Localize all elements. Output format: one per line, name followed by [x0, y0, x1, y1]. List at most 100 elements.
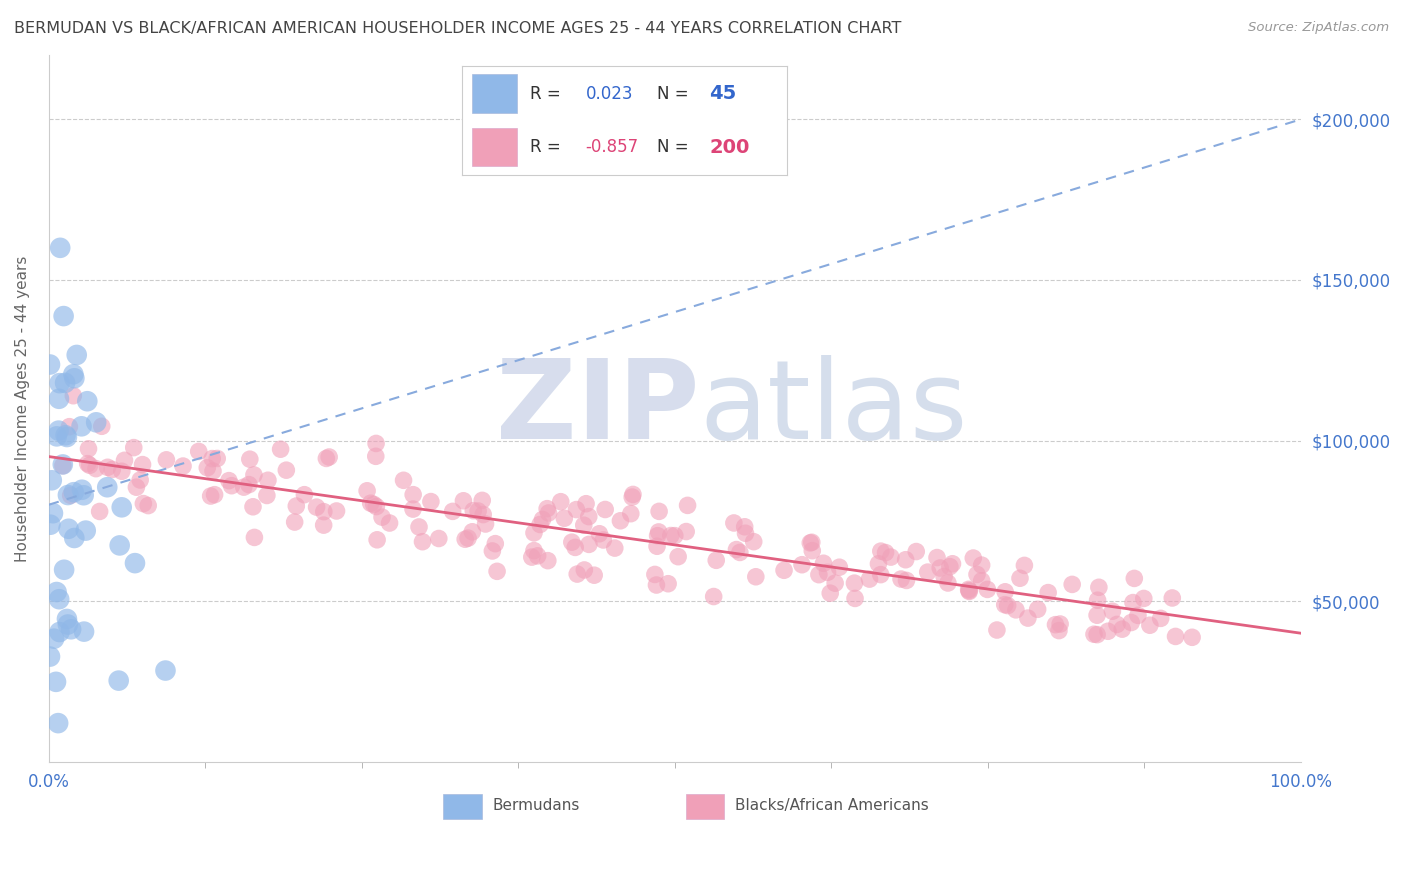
Point: [371, 510, 394, 524]
Point: [621, 487, 644, 501]
Point: [561, 535, 583, 549]
Point: [131, 458, 153, 472]
Point: [1164, 629, 1187, 643]
Point: [894, 553, 917, 567]
Point: [1005, 603, 1028, 617]
Point: [1139, 618, 1161, 632]
Point: [48, 392, 70, 406]
Point: [880, 550, 903, 565]
Point: [56, 430, 79, 444]
Point: [239, 452, 262, 467]
Point: [592, 533, 614, 547]
Point: [957, 583, 980, 598]
Point: [52, 458, 75, 473]
Point: [875, 545, 897, 559]
Point: [869, 544, 891, 558]
Point: [745, 570, 768, 584]
Point: [1121, 615, 1143, 630]
Point: [675, 524, 697, 539]
Point: [997, 599, 1019, 613]
Point: [187, 444, 209, 458]
Point: [218, 474, 240, 488]
Point: [844, 576, 866, 591]
Point: [531, 512, 554, 526]
Point: [312, 518, 335, 533]
Point: [644, 567, 666, 582]
Point: [578, 537, 600, 551]
Point: [858, 572, 880, 586]
Point: [647, 524, 669, 539]
Point: [172, 458, 194, 473]
Point: [936, 576, 959, 591]
Point: [1036, 585, 1059, 599]
Point: [42, 632, 65, 646]
Point: [1085, 608, 1108, 623]
Point: [63, 531, 86, 545]
Point: [583, 568, 606, 582]
Point: [276, 463, 298, 477]
Point: [111, 464, 134, 478]
Point: [1161, 591, 1184, 605]
Point: [868, 557, 890, 571]
Point: [366, 533, 388, 547]
Point: [73, 624, 96, 639]
Point: [39, 649, 62, 664]
Point: [75, 524, 97, 538]
Point: [659, 528, 682, 542]
Point: [49, 241, 72, 255]
Point: [523, 543, 546, 558]
Point: [419, 494, 441, 508]
Point: [578, 509, 600, 524]
Point: [817, 566, 839, 580]
Point: [1101, 604, 1123, 618]
Point: [402, 488, 425, 502]
Point: [408, 520, 430, 534]
Point: [994, 584, 1017, 599]
Point: [734, 526, 756, 541]
Point: [461, 524, 484, 539]
Point: [1123, 571, 1146, 585]
Point: [59, 488, 82, 502]
Point: [1088, 580, 1111, 594]
Point: [89, 504, 111, 518]
Point: [553, 511, 575, 525]
Point: [529, 517, 551, 532]
Point: [472, 508, 495, 522]
Point: [575, 497, 598, 511]
Point: [603, 541, 626, 555]
Point: [1017, 611, 1039, 625]
Point: [818, 586, 841, 600]
Point: [799, 536, 821, 550]
Point: [58, 522, 80, 536]
Point: [1181, 630, 1204, 644]
Point: [1014, 558, 1036, 573]
Point: [970, 574, 993, 588]
Point: [48, 625, 70, 640]
Point: [657, 576, 679, 591]
Point: [676, 499, 699, 513]
Point: [703, 590, 725, 604]
Point: [1045, 617, 1067, 632]
Point: [45, 585, 67, 599]
Point: [56, 488, 79, 502]
Point: [221, 479, 243, 493]
Point: [742, 534, 765, 549]
Point: [526, 549, 548, 563]
Point: [939, 559, 962, 574]
Point: [962, 551, 984, 566]
Point: [53, 563, 76, 577]
Point: [364, 436, 387, 450]
Point: [55, 428, 77, 442]
Point: [256, 488, 278, 502]
Point: [136, 499, 159, 513]
Point: [52, 309, 75, 323]
Point: [292, 488, 315, 502]
Point: [48, 424, 70, 438]
Point: [84, 461, 107, 475]
Point: [402, 502, 425, 516]
Point: [537, 506, 560, 520]
Point: [457, 531, 479, 545]
Point: [48, 592, 70, 607]
Point: [125, 480, 148, 494]
Point: [39, 358, 62, 372]
